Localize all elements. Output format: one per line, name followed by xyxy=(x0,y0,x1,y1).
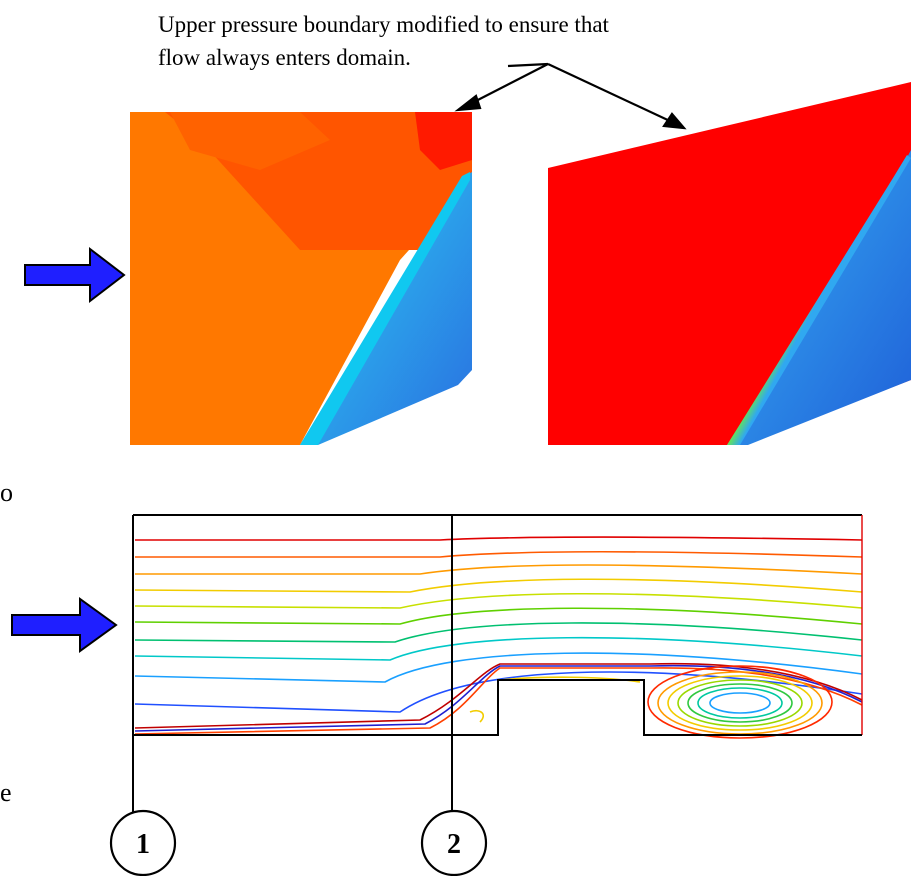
station-label-1: 1 xyxy=(136,829,150,860)
streamline-12 xyxy=(134,664,863,732)
annotation-arrow-right-line xyxy=(547,63,673,123)
annotation-arrow-left-head xyxy=(454,94,482,112)
recirculation-ring-5 xyxy=(687,683,793,723)
streamline-9 xyxy=(134,652,863,683)
recirculation-ring-2 xyxy=(657,671,823,735)
edge-char-bottom: e xyxy=(0,778,12,807)
annotation-arrow-left-line xyxy=(469,63,549,105)
streamline-1 xyxy=(135,536,863,541)
channel-bottom-wall-with-step xyxy=(133,679,862,736)
recirculation-ring-1 xyxy=(647,665,833,739)
step-front-contour xyxy=(469,709,485,723)
streamline-5 xyxy=(134,592,863,609)
streamline-10 xyxy=(134,671,863,713)
right-panel-cool-region xyxy=(727,150,911,445)
station-circle-2 xyxy=(420,809,488,876)
left-panel-hot-corner xyxy=(415,112,472,170)
recirculation-ring-7 xyxy=(709,692,771,714)
left-panel-band xyxy=(170,112,330,170)
streamline-7 xyxy=(134,622,863,643)
streamline-4 xyxy=(134,578,863,593)
annotation-line-2: flow always enters domain. xyxy=(158,45,411,70)
streamline-2 xyxy=(135,550,863,558)
station-circle-1 xyxy=(109,809,177,876)
streamlines xyxy=(134,536,863,735)
flow-arrow-top xyxy=(24,246,126,304)
streamline-13 xyxy=(134,667,863,735)
streamline-3 xyxy=(135,564,863,575)
annotation-arrows xyxy=(454,62,687,130)
station-label-2: 2 xyxy=(447,829,461,860)
streamline-panel xyxy=(132,514,863,739)
right-contour-panel xyxy=(548,82,911,445)
recirculation-ring-6 xyxy=(697,687,783,719)
annotation-arrow-right-head xyxy=(662,112,687,130)
edge-char-top: o xyxy=(0,478,13,507)
left-panel-shock xyxy=(300,172,470,445)
streamline-6 xyxy=(134,607,863,625)
recirculation-ring-4 xyxy=(677,679,803,727)
streamline-8 xyxy=(134,636,863,661)
annotation-text: Upper pressure boundary modified to ensu… xyxy=(158,8,838,74)
flow-arrow-bottom xyxy=(11,597,118,653)
station-markers: 1 2 xyxy=(109,515,488,876)
recirculation-ring-3 xyxy=(667,675,813,731)
left-contour-panel xyxy=(130,112,472,445)
annotation-line-1: Upper pressure boundary modified to ensu… xyxy=(158,12,609,37)
annotation-leader-line xyxy=(507,62,549,68)
right-panel-shock xyxy=(727,155,911,445)
